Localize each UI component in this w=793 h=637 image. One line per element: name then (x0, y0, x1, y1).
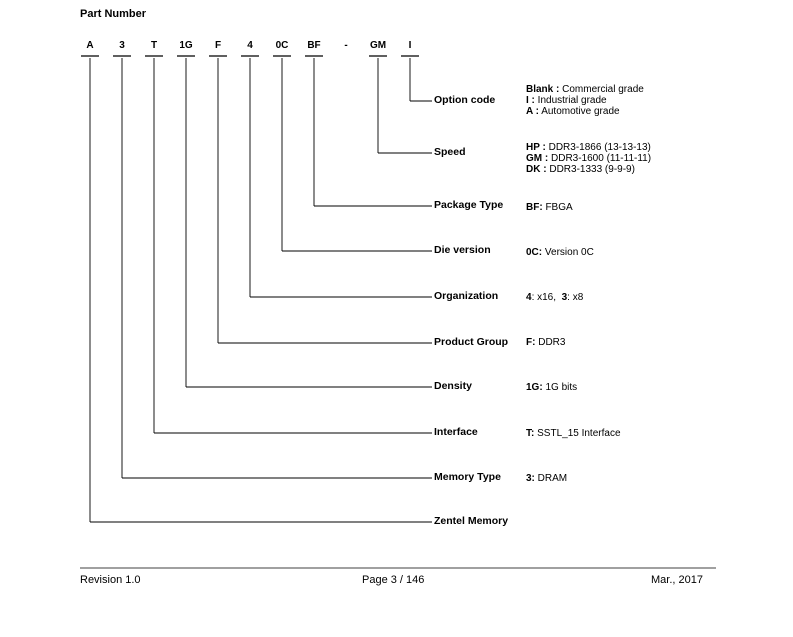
segment-3: T (150, 40, 158, 51)
code-meaning: DRAM (534, 473, 568, 484)
code-value: 1G: (526, 382, 543, 393)
description-entry: GM : DDR3-1600 (11-11-11) (526, 153, 651, 164)
code-value: 4 (526, 292, 532, 303)
code-value: BF: (526, 202, 543, 213)
field-label: Option code (434, 94, 496, 106)
field-description: BF: FBGA (526, 202, 573, 213)
field-label: Die version (434, 244, 491, 256)
description-entry: A : Automotive grade (526, 106, 644, 117)
segment-6: 4 (247, 40, 253, 51)
description-entry: 0C: Version 0C (526, 247, 594, 258)
code-value: GM : (526, 153, 549, 164)
code-value: I : (526, 95, 535, 106)
description-entry: DK : DDR3-1333 (9-9-9) (526, 164, 651, 175)
segment-11: I (408, 40, 412, 51)
footer-date: Mar., 2017 (651, 574, 703, 586)
code-value: F: (526, 337, 536, 348)
code-value: HP : (526, 142, 546, 153)
description-entry: F: DDR3 (526, 337, 565, 348)
code-meaning: DDR3-1333 (9-9-9) (546, 164, 635, 175)
code-meaning: DDR3-1866 (13-13-13) (545, 142, 651, 153)
description-entry: HP : DDR3-1866 (13-13-13) (526, 142, 651, 153)
field-label: Density (434, 380, 472, 392)
code-value: A : (526, 106, 539, 117)
code-meaning: Version 0C (542, 247, 594, 258)
description-entry: 1G: 1G bits (526, 382, 577, 393)
description-entry: Blank : Commercial grade (526, 84, 644, 95)
segment-10: GM (369, 40, 387, 51)
description-entry: I : Industrial grade (526, 95, 644, 106)
field-description: 1G: 1G bits (526, 382, 577, 393)
description-entry: 3: DRAM (526, 473, 567, 484)
code-value: DK : (526, 164, 547, 175)
segment-9: - (344, 40, 348, 51)
code-value: 3 (561, 292, 568, 303)
description-entry: 4: x16, (526, 292, 562, 303)
code-meaning: DDR3-1600 (11-11-11) (548, 153, 652, 164)
field-label: Memory Type (434, 471, 501, 483)
field-description: T: SSTL_15 Interface (526, 428, 621, 439)
code-meaning: 1G bits (542, 382, 578, 393)
field-label: Zentel Memory (434, 515, 509, 527)
field-description: Blank : Commercial grade I : Industrial g… (526, 84, 644, 117)
segment-4: 1G (179, 40, 193, 51)
field-label: Speed (434, 146, 466, 158)
field-description: HP : DDR3-1866 (13-13-13) GM : DDR3-1600 … (526, 142, 651, 175)
code-meaning: SSTL_15 Interface (534, 428, 621, 439)
code-value: Blank : (526, 84, 560, 95)
code-meaning: Automotive grade (538, 106, 620, 117)
field-description: 3: DRAM (526, 473, 567, 484)
code-value: 3: (526, 473, 535, 484)
description-entry: BF: FBGA (526, 202, 573, 213)
segment-1: A (86, 40, 94, 51)
part-number-title: Part Number (80, 8, 147, 20)
field-description: 0C: Version 0C (526, 247, 594, 258)
footer-page: Page 3 / 146 (362, 574, 425, 586)
code-meaning: Industrial grade (534, 95, 607, 106)
segment-2: 3 (119, 40, 125, 51)
segment-7: 0C (275, 40, 289, 51)
segment-5: F (214, 40, 222, 51)
code-meaning: Commercial grade (559, 84, 644, 95)
code-meaning: FBGA (542, 202, 573, 213)
field-label: Product Group (434, 336, 509, 348)
field-description: 4: x16, 3: x8 (526, 292, 583, 303)
field-label: Interface (434, 426, 478, 438)
field-description: F: DDR3 (526, 337, 565, 348)
code-value: 0C: (526, 247, 543, 258)
code-meaning: DDR3 (535, 337, 566, 348)
segment-8: BF (307, 40, 321, 51)
code-meaning: : x16, (531, 292, 562, 303)
footer-revision: Revision 1.0 (80, 574, 141, 586)
code-meaning: : x8 (567, 292, 584, 303)
field-label: Package Type (434, 199, 504, 211)
code-value: T: (526, 428, 535, 439)
description-entry: 3: x8 (562, 292, 584, 303)
field-label: Organization (434, 290, 499, 302)
description-entry: T: SSTL_15 Interface (526, 428, 621, 439)
